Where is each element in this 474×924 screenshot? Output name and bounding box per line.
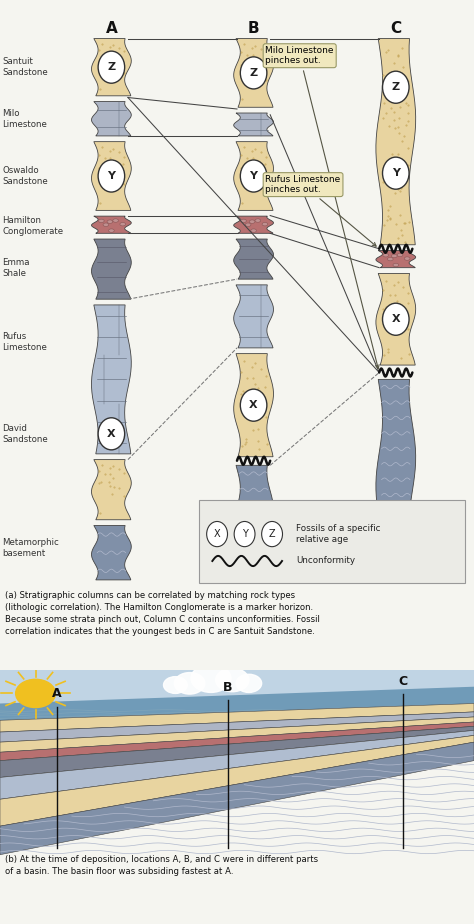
Polygon shape — [91, 459, 131, 519]
Polygon shape — [0, 722, 474, 760]
Ellipse shape — [241, 219, 246, 223]
Circle shape — [383, 157, 409, 189]
Circle shape — [98, 160, 125, 192]
Text: Unconformity: Unconformity — [296, 556, 355, 565]
Polygon shape — [376, 250, 416, 268]
Text: Oswaldo
Sandstone: Oswaldo Sandstone — [2, 166, 48, 186]
Text: (a) Stratigraphic columns can be correlated by matching rock types
(lithologic c: (a) Stratigraphic columns can be correla… — [5, 591, 319, 636]
Text: Z: Z — [107, 62, 116, 72]
Polygon shape — [234, 239, 273, 279]
Text: A: A — [106, 21, 117, 36]
Circle shape — [240, 160, 267, 192]
Polygon shape — [91, 305, 131, 454]
Polygon shape — [0, 736, 474, 826]
Ellipse shape — [99, 219, 104, 223]
Ellipse shape — [393, 263, 399, 267]
Polygon shape — [0, 717, 474, 752]
Polygon shape — [376, 274, 416, 365]
Circle shape — [383, 71, 409, 103]
Text: C: C — [398, 675, 408, 687]
Polygon shape — [234, 285, 273, 347]
Circle shape — [98, 418, 125, 450]
Text: Y: Y — [392, 168, 400, 178]
Circle shape — [16, 679, 55, 708]
Circle shape — [383, 303, 409, 335]
Text: X: X — [392, 314, 400, 324]
FancyBboxPatch shape — [199, 500, 465, 583]
Polygon shape — [376, 39, 416, 245]
Text: Z: Z — [249, 67, 258, 78]
Polygon shape — [234, 39, 273, 107]
Circle shape — [191, 664, 231, 692]
Text: David
Sandstone: David Sandstone — [2, 424, 48, 444]
Text: A: A — [52, 687, 62, 699]
Ellipse shape — [109, 229, 114, 232]
Circle shape — [164, 676, 187, 693]
Ellipse shape — [249, 220, 255, 224]
Ellipse shape — [245, 223, 251, 226]
Text: Metamorphic
basement: Metamorphic basement — [2, 539, 59, 558]
Ellipse shape — [392, 254, 397, 258]
Text: Rufus
Limestone: Rufus Limestone — [2, 332, 47, 352]
Text: Santuit
Sandstone: Santuit Sandstone — [2, 57, 48, 78]
Polygon shape — [234, 216, 273, 233]
Text: X: X — [249, 400, 258, 410]
Ellipse shape — [103, 223, 109, 226]
Ellipse shape — [387, 258, 393, 261]
Text: Milo
Limestone: Milo Limestone — [2, 109, 47, 128]
Text: Rufus Limestone
pinches out.: Rufus Limestone pinches out. — [265, 175, 376, 246]
Polygon shape — [0, 711, 474, 742]
Circle shape — [240, 57, 267, 89]
Text: Z: Z — [269, 529, 275, 539]
Text: Hamilton
Conglomerate: Hamilton Conglomerate — [2, 216, 64, 236]
Text: Y: Y — [242, 529, 247, 539]
Circle shape — [240, 389, 267, 421]
Circle shape — [236, 675, 262, 692]
Text: Emma
Shale: Emma Shale — [2, 258, 30, 278]
Text: Z: Z — [392, 82, 400, 92]
Text: X: X — [214, 529, 220, 539]
Polygon shape — [234, 466, 273, 580]
Polygon shape — [91, 239, 131, 299]
Polygon shape — [91, 526, 131, 580]
Text: B: B — [223, 681, 232, 694]
Circle shape — [262, 521, 283, 547]
Polygon shape — [0, 687, 474, 721]
Text: C: C — [390, 21, 401, 36]
Ellipse shape — [262, 223, 268, 225]
Polygon shape — [0, 670, 474, 737]
Polygon shape — [234, 113, 273, 136]
Text: X: X — [107, 429, 116, 439]
Circle shape — [234, 521, 255, 547]
Polygon shape — [234, 141, 273, 211]
Circle shape — [98, 51, 125, 83]
Circle shape — [207, 521, 228, 547]
Ellipse shape — [397, 253, 403, 257]
Polygon shape — [0, 726, 474, 777]
Ellipse shape — [404, 257, 410, 261]
Ellipse shape — [113, 219, 118, 223]
Ellipse shape — [255, 219, 261, 223]
Text: B: B — [248, 21, 259, 36]
Text: (b) At the time of deposition, locations A, B, and C were in different parts
of : (b) At the time of deposition, locations… — [5, 855, 318, 876]
Ellipse shape — [120, 223, 126, 225]
Polygon shape — [0, 703, 474, 732]
Polygon shape — [91, 39, 131, 96]
Ellipse shape — [107, 220, 113, 224]
Text: Y: Y — [108, 171, 115, 181]
Text: Milo Limestone
pinches out.: Milo Limestone pinches out. — [265, 46, 379, 369]
Polygon shape — [91, 216, 131, 233]
Text: Fossils of a specific
relative age: Fossils of a specific relative age — [296, 525, 381, 543]
Polygon shape — [91, 141, 131, 211]
Circle shape — [174, 673, 205, 694]
Polygon shape — [376, 380, 416, 580]
Ellipse shape — [251, 229, 256, 232]
Polygon shape — [0, 742, 474, 855]
Circle shape — [216, 668, 249, 692]
Polygon shape — [0, 730, 474, 799]
Ellipse shape — [383, 253, 389, 257]
Text: Y: Y — [250, 171, 257, 181]
Polygon shape — [91, 102, 131, 136]
Polygon shape — [234, 354, 273, 456]
